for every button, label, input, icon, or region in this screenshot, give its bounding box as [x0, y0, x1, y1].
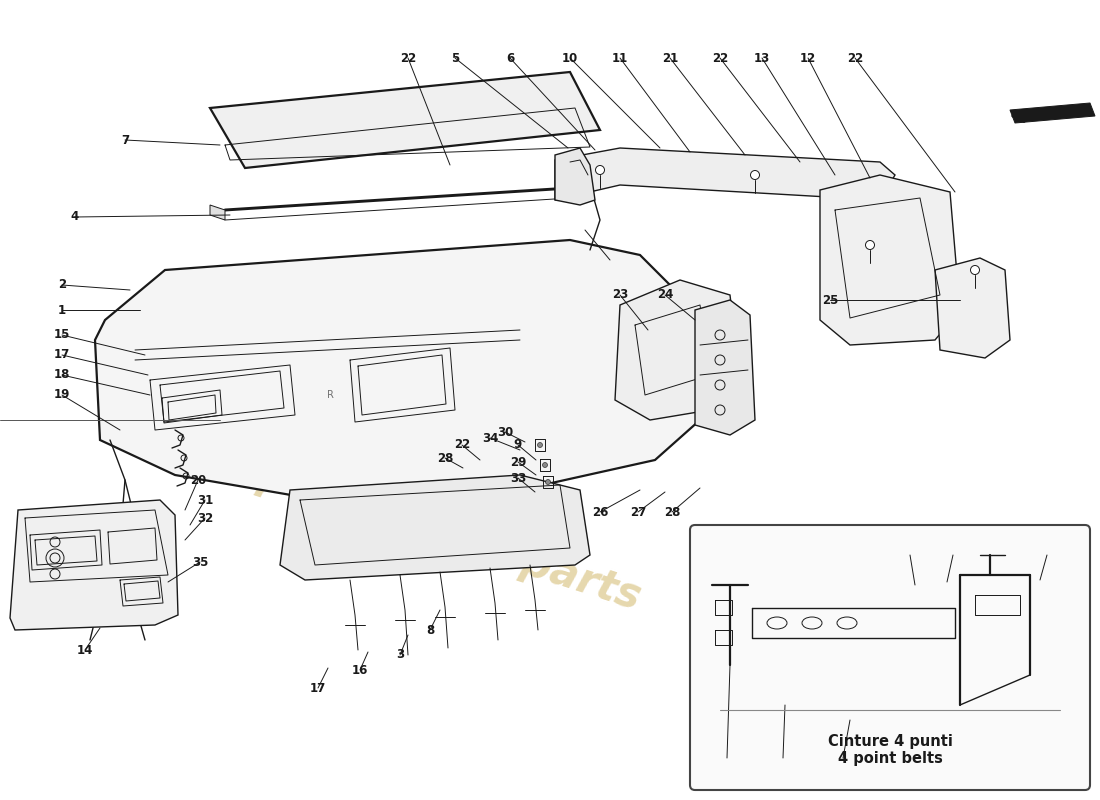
- Text: 17: 17: [54, 349, 70, 362]
- Polygon shape: [556, 148, 895, 200]
- Text: 13: 13: [774, 751, 791, 765]
- Text: 1: 1: [58, 303, 66, 317]
- Text: 7: 7: [121, 134, 129, 146]
- Circle shape: [546, 479, 550, 485]
- Text: 14: 14: [77, 643, 94, 657]
- Text: 23: 23: [612, 289, 628, 302]
- Text: 28: 28: [437, 451, 453, 465]
- Circle shape: [866, 241, 874, 250]
- Text: 21: 21: [662, 51, 678, 65]
- Text: 34: 34: [482, 431, 498, 445]
- Text: 9: 9: [514, 438, 522, 451]
- Circle shape: [538, 442, 542, 447]
- Text: 19: 19: [54, 389, 70, 402]
- Polygon shape: [570, 183, 590, 198]
- Text: 22: 22: [712, 51, 728, 65]
- Text: Cinture 4 punti
4 point belts: Cinture 4 punti 4 point belts: [827, 734, 953, 766]
- Text: 33: 33: [510, 471, 526, 485]
- Text: 16: 16: [352, 663, 368, 677]
- Polygon shape: [1010, 103, 1094, 123]
- Text: 11: 11: [612, 51, 628, 65]
- FancyBboxPatch shape: [690, 525, 1090, 790]
- Polygon shape: [556, 148, 595, 205]
- Text: 27: 27: [630, 506, 646, 518]
- Circle shape: [595, 166, 605, 174]
- Polygon shape: [10, 500, 178, 630]
- Text: 28: 28: [663, 506, 680, 518]
- Text: R: R: [327, 390, 333, 400]
- Text: 32: 32: [197, 511, 213, 525]
- Text: 2: 2: [58, 278, 66, 291]
- Text: 4: 4: [70, 210, 79, 223]
- Polygon shape: [935, 258, 1010, 358]
- Circle shape: [750, 170, 759, 179]
- Text: a passion for parts: a passion for parts: [213, 442, 647, 618]
- Text: 12: 12: [1038, 549, 1055, 562]
- Text: 25: 25: [822, 294, 838, 306]
- Polygon shape: [280, 475, 590, 580]
- Text: 10: 10: [719, 751, 735, 765]
- Text: 13: 13: [754, 51, 770, 65]
- Text: 22: 22: [454, 438, 470, 451]
- Text: 26: 26: [592, 506, 608, 518]
- Polygon shape: [615, 280, 740, 420]
- Text: 20: 20: [190, 474, 206, 486]
- Text: 36: 36: [835, 751, 851, 765]
- Text: 6: 6: [506, 51, 514, 65]
- Text: 31: 31: [197, 494, 213, 506]
- Text: 8: 8: [426, 623, 434, 637]
- Polygon shape: [210, 72, 600, 168]
- Text: 15: 15: [54, 329, 70, 342]
- Text: 12: 12: [800, 51, 816, 65]
- Text: 18: 18: [54, 369, 70, 382]
- Polygon shape: [210, 205, 225, 220]
- Circle shape: [542, 462, 548, 467]
- Text: 24: 24: [657, 289, 673, 302]
- Circle shape: [970, 266, 979, 274]
- Text: 37: 37: [902, 549, 918, 562]
- Text: 5: 5: [451, 51, 459, 65]
- Text: 29: 29: [509, 455, 526, 469]
- Text: 38: 38: [945, 549, 961, 562]
- Polygon shape: [95, 240, 700, 500]
- Text: 22: 22: [400, 51, 416, 65]
- Text: 35: 35: [191, 555, 208, 569]
- Polygon shape: [820, 175, 960, 345]
- Polygon shape: [695, 300, 755, 435]
- Text: 17: 17: [310, 682, 326, 694]
- Text: 10: 10: [562, 51, 579, 65]
- Text: 30: 30: [497, 426, 513, 438]
- Text: 22: 22: [847, 51, 864, 65]
- Text: 3: 3: [396, 649, 404, 662]
